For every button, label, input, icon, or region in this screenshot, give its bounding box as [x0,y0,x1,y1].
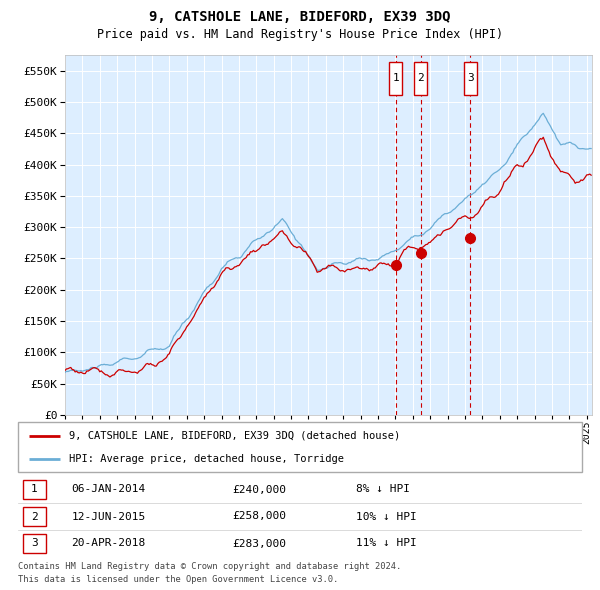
Text: 2: 2 [418,73,424,83]
Text: HPI: Average price, detached house, Torridge: HPI: Average price, detached house, Torr… [69,454,344,464]
Text: £240,000: £240,000 [232,484,286,494]
FancyBboxPatch shape [389,62,402,94]
Text: 1: 1 [31,484,38,494]
Text: 3: 3 [31,539,38,549]
Text: 1: 1 [392,73,399,83]
Text: 3: 3 [467,73,473,83]
Text: £258,000: £258,000 [232,512,286,522]
Text: 11% ↓ HPI: 11% ↓ HPI [356,539,417,549]
Bar [23,480,46,499]
Text: 20-APR-2018: 20-APR-2018 [71,539,146,549]
Text: This data is licensed under the Open Government Licence v3.0.: This data is licensed under the Open Gov… [18,575,338,584]
Text: £283,000: £283,000 [232,539,286,549]
Text: 06-JAN-2014: 06-JAN-2014 [71,484,146,494]
Bar [23,534,46,553]
Text: 8% ↓ HPI: 8% ↓ HPI [356,484,410,494]
Bar [23,507,46,526]
FancyBboxPatch shape [464,62,476,94]
Text: 2: 2 [31,512,38,522]
Text: 9, CATSHOLE LANE, BIDEFORD, EX39 3DQ: 9, CATSHOLE LANE, BIDEFORD, EX39 3DQ [149,10,451,24]
Text: Contains HM Land Registry data © Crown copyright and database right 2024.: Contains HM Land Registry data © Crown c… [18,562,401,571]
Text: 10% ↓ HPI: 10% ↓ HPI [356,512,417,522]
Text: 9, CATSHOLE LANE, BIDEFORD, EX39 3DQ (detached house): 9, CATSHOLE LANE, BIDEFORD, EX39 3DQ (de… [69,431,400,441]
Text: 12-JUN-2015: 12-JUN-2015 [71,512,146,522]
FancyBboxPatch shape [415,62,427,94]
Text: Price paid vs. HM Land Registry's House Price Index (HPI): Price paid vs. HM Land Registry's House … [97,28,503,41]
